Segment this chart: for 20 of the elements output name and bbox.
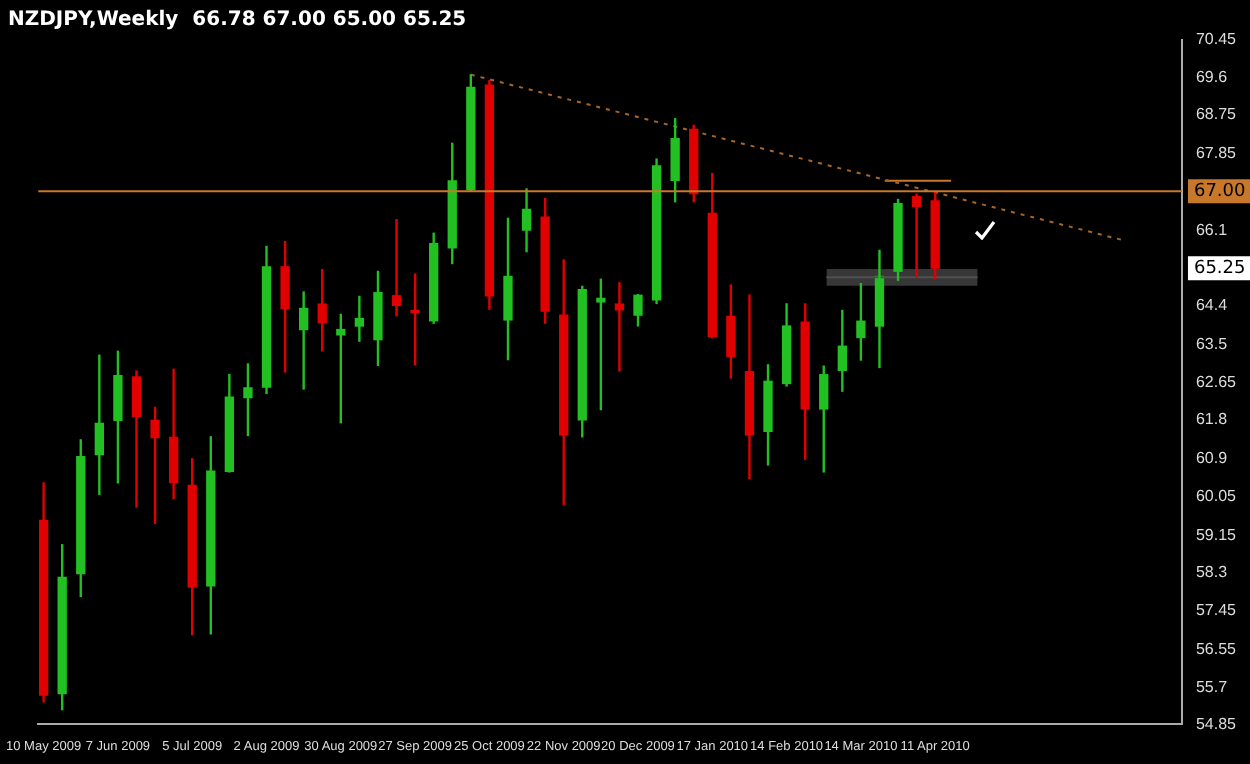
y-tick-label: 64.4 [1195,295,1229,314]
y-tick-label: 63.5 [1195,335,1229,354]
y-tick-label: 67.85 [1195,144,1238,163]
y-tick-label: 69.6 [1195,67,1229,86]
y-tick-label: 70.45 [1195,30,1238,49]
chart-title: NZDJPY,Weekly 66.78 67.00 65.00 65.25 [8,9,467,32]
y-tick-label: 59.15 [1195,526,1238,545]
y-tick-label: 55.7 [1195,677,1229,696]
y-tick-label: 56.55 [1195,640,1238,659]
y-tick-label: 62.65 [1195,372,1238,391]
y-tick-label: 66.1 [1195,221,1229,240]
y-tick-label: 61.8 [1195,409,1229,428]
y-tick-label: 54.85 [1195,714,1238,733]
y-tick-label: 60.05 [1195,486,1238,505]
y-tick-label: 68.75 [1195,104,1238,123]
annotation: 65.25 [1193,258,1246,279]
y-tick-label: 58.3 [1195,563,1229,582]
ref-line-label: 67.00 [1193,182,1247,203]
y-tick-label: 57.45 [1195,600,1238,619]
y-tick-label: 60.9 [1195,449,1229,468]
